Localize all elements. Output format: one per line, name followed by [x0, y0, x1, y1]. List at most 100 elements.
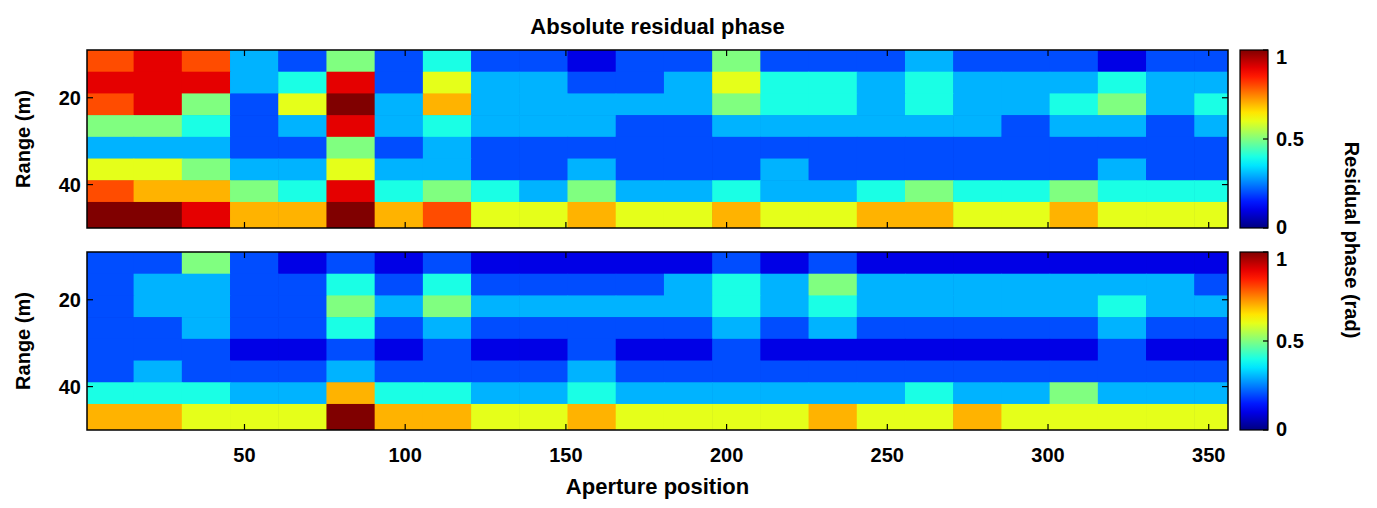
colorbar-tick	[1263, 227, 1268, 228]
x-tick	[565, 252, 566, 258]
cell	[712, 382, 761, 404]
cell	[134, 202, 183, 228]
cell	[326, 180, 375, 202]
cell	[375, 382, 424, 404]
cell	[760, 137, 809, 159]
cell	[1001, 295, 1050, 317]
cell	[423, 93, 472, 115]
cell	[760, 361, 809, 383]
cell	[712, 339, 761, 361]
x-tick-label: 200	[710, 444, 743, 466]
cell	[423, 72, 472, 94]
cell	[182, 137, 231, 159]
cell	[616, 180, 665, 202]
cell	[1194, 180, 1228, 202]
frame	[87, 50, 1228, 228]
cell	[519, 93, 568, 115]
cell	[760, 159, 809, 181]
x-tick	[405, 222, 406, 228]
cell	[857, 180, 906, 202]
cell	[809, 382, 858, 404]
colorbar-tick-label: 1	[1276, 46, 1287, 68]
plot-bg	[87, 252, 1228, 430]
cell	[134, 339, 183, 361]
cell	[664, 295, 713, 317]
cell	[375, 50, 424, 72]
x-tick	[726, 252, 727, 258]
cell	[760, 115, 809, 137]
cell	[134, 159, 183, 181]
x-tick	[244, 252, 245, 258]
cell	[423, 317, 472, 339]
cell	[905, 115, 954, 137]
cell	[278, 339, 327, 361]
cell	[134, 115, 183, 137]
cell	[616, 382, 665, 404]
x-tick-label: 150	[549, 444, 582, 466]
cell	[712, 317, 761, 339]
cell	[712, 202, 761, 228]
y-tick-label: 40	[59, 174, 81, 196]
cell	[1194, 50, 1228, 72]
cell	[664, 274, 713, 296]
cell	[230, 180, 279, 202]
cell	[1098, 50, 1147, 72]
cell	[519, 382, 568, 404]
cell	[905, 274, 954, 296]
x-tick	[726, 50, 727, 56]
cell	[568, 180, 617, 202]
cell	[471, 137, 520, 159]
y-tick	[87, 386, 93, 387]
colorbar-tick-label: 0.5	[1276, 330, 1304, 352]
cell	[905, 339, 954, 361]
cell	[1001, 361, 1050, 383]
cell	[857, 382, 906, 404]
y-axis-title: Range (m)	[12, 90, 34, 188]
cell	[905, 252, 954, 274]
cell	[230, 274, 279, 296]
cell	[857, 115, 906, 137]
cell	[1146, 202, 1195, 228]
cell	[712, 295, 761, 317]
cell	[134, 361, 183, 383]
frame	[87, 252, 1228, 430]
cell	[1001, 202, 1050, 228]
cell	[953, 180, 1002, 202]
colorbar-tick-label: 1	[1276, 248, 1287, 270]
cell	[953, 404, 1002, 430]
cell	[1098, 295, 1147, 317]
cell	[809, 339, 858, 361]
cell	[182, 72, 231, 94]
cell	[760, 274, 809, 296]
cell	[519, 137, 568, 159]
cell	[568, 404, 617, 430]
cell	[1050, 180, 1099, 202]
cell	[134, 180, 183, 202]
cell	[375, 339, 424, 361]
cell	[953, 137, 1002, 159]
cell	[1001, 159, 1050, 181]
cell	[1001, 50, 1050, 72]
cell	[905, 202, 954, 228]
cell	[182, 317, 231, 339]
cell	[1098, 382, 1147, 404]
cell	[1098, 252, 1147, 274]
cells	[87, 252, 1228, 430]
cell	[1001, 339, 1050, 361]
cell	[1001, 404, 1050, 430]
cell	[1050, 137, 1099, 159]
cell	[1098, 202, 1147, 228]
cell	[471, 50, 520, 72]
cell	[423, 274, 472, 296]
cell	[471, 115, 520, 137]
cell	[1050, 404, 1099, 430]
x-axis-title: Aperture position	[566, 474, 749, 499]
cell	[568, 274, 617, 296]
cell	[1050, 115, 1099, 137]
colorbar	[1240, 252, 1268, 430]
cell	[1146, 252, 1195, 274]
cell	[471, 382, 520, 404]
cell	[1050, 295, 1099, 317]
cell	[182, 339, 231, 361]
cell	[134, 274, 183, 296]
